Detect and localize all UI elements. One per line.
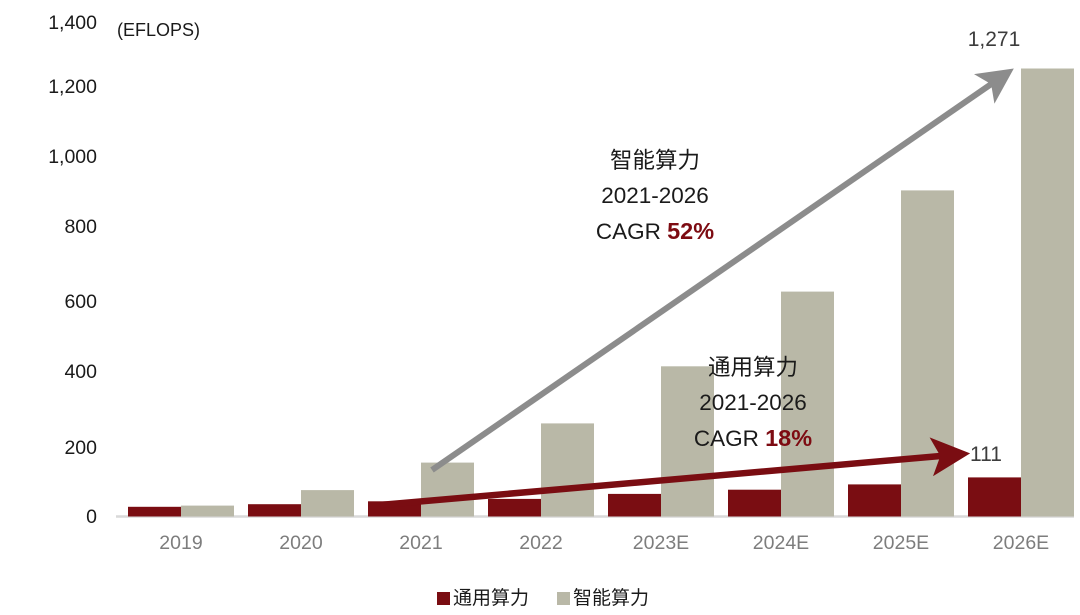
bar-group-2020 [248,490,354,517]
x-tick-2026E: 2026E [993,532,1049,554]
y-tick-200: 200 [64,437,97,459]
annotation-general-cagr: 通用算力 2021-2026 CAGR 18% [694,355,812,451]
x-axis-labels: 2019 2020 2021 2022 2023E 2024E 2025E 20… [159,532,1049,554]
x-tick-2024E: 2024E [753,532,809,554]
x-tick-2021: 2021 [399,532,442,554]
annotation2-line2: 2021-2026 [699,390,807,415]
bar-intelligent-2019[interactable] [181,505,234,517]
bar-general-2026E[interactable] [968,477,1021,517]
bar-intelligent-2025E[interactable] [901,190,954,517]
bar-general-2019[interactable] [128,506,181,517]
bar-intelligent-2026E[interactable] [1021,68,1074,517]
bar-group-2019 [128,505,234,517]
data-label-111: 111 [970,443,1002,466]
bar-group-2022 [488,423,594,517]
legend-swatch-general [437,592,450,605]
general-cagr-arrow [379,437,971,509]
annotation2-cagr-prefix: CAGR [694,426,765,451]
bar-general-2024E[interactable] [728,489,781,517]
bar-group-2026E [968,68,1074,517]
y-axis-labels: 1,400 1,200 1,000 800 600 400 200 0 [48,12,97,528]
bar-general-2023E[interactable] [608,493,661,517]
legend-label-intelligent[interactable]: 智能算力 [573,587,649,609]
legend-swatch-intelligent [557,592,570,605]
y-tick-1200: 1,200 [48,76,97,98]
legend-label-general[interactable]: 通用算力 [453,587,529,609]
bar-group-2025E [848,190,954,517]
annotation1-cagr-value: 52% [667,218,714,244]
x-tick-2022: 2022 [519,532,562,554]
bar-group-2024E [728,291,834,517]
annotation1-line1: 智能算力 [610,148,700,173]
annotation2-line1: 通用算力 [708,355,798,380]
bar-general-2025E[interactable] [848,484,901,517]
y-tick-1400: 1,400 [48,12,97,34]
y-tick-800: 800 [64,216,97,238]
annotation1-cagr-prefix: CAGR [596,219,667,244]
bar-group-2021 [368,462,474,517]
y-tick-1000: 1,000 [48,146,97,168]
bar-intelligent-2023E[interactable] [661,366,714,517]
bar-intelligent-2020[interactable] [301,490,354,517]
bar-intelligent-2021[interactable] [421,462,474,517]
intelligent-cagr-arrow [430,68,1014,473]
data-label-1271: 1,271 [968,28,1021,51]
annotation-intelligent-cagr: 智能算力 2021-2026 CAGR 52% [596,148,714,244]
bar-intelligent-2024E[interactable] [781,291,834,517]
x-tick-2020: 2020 [279,532,323,554]
x-tick-2019: 2019 [159,532,202,554]
x-tick-2023E: 2023E [633,532,689,554]
y-tick-600: 600 [64,291,97,313]
bar-group-2023E [608,366,714,517]
bar-intelligent-2022[interactable] [541,423,594,517]
y-tick-0: 0 [86,506,97,528]
annotation1-line2: 2021-2026 [601,183,709,208]
chart-legend: 通用算力 智能算力 [437,587,649,609]
annotation2-line3: CAGR 18% [694,425,812,451]
x-tick-2025E: 2025E [873,532,929,554]
annotation1-line3: CAGR 52% [596,218,714,244]
annotation2-cagr-value: 18% [765,425,812,451]
bar-general-2020[interactable] [248,504,301,517]
bar-general-2022[interactable] [488,498,541,517]
y-tick-400: 400 [64,361,97,383]
unit-label: (EFLOPS) [117,20,200,40]
